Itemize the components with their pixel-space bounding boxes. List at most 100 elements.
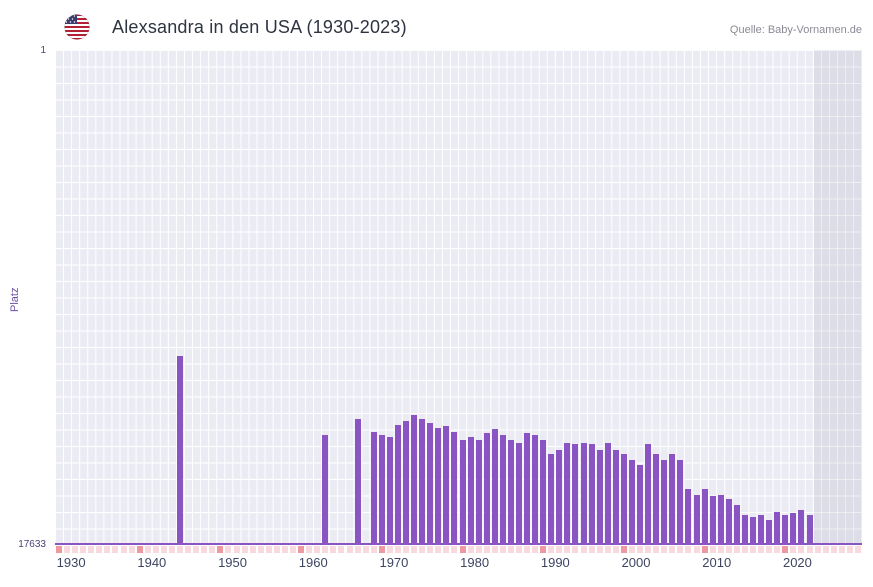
no-data-marker <box>677 546 684 553</box>
no-data-marker <box>168 546 175 553</box>
bar-2004[interactable] <box>669 454 676 545</box>
bar-2009[interactable] <box>709 496 716 545</box>
bar-1970[interactable] <box>394 424 401 545</box>
bar-1991[interactable] <box>564 443 571 545</box>
bar-1999[interactable] <box>628 459 635 545</box>
no-data-marker <box>96 546 103 553</box>
no-data-marker <box>322 546 329 553</box>
no-data-marker <box>798 546 805 553</box>
bar-1968[interactable] <box>378 434 385 545</box>
bar-1992[interactable] <box>572 444 579 545</box>
no-data-marker <box>596 546 603 553</box>
no-data-marker <box>491 546 498 553</box>
no-data-marker <box>661 546 668 553</box>
bar-2008[interactable] <box>701 489 708 545</box>
bar-1985[interactable] <box>515 443 522 545</box>
no-data-marker-dark <box>56 546 62 553</box>
bar-1983[interactable] <box>499 434 506 545</box>
bar-2017[interactable] <box>774 511 781 545</box>
bar-1997[interactable] <box>612 450 619 545</box>
no-data-marker <box>249 546 256 553</box>
bar-1981[interactable] <box>483 433 490 545</box>
bar-1976[interactable] <box>443 426 450 545</box>
no-data-band <box>813 50 862 545</box>
bar-1967[interactable] <box>370 431 377 545</box>
no-data-marker <box>330 546 337 553</box>
bar-1993[interactable] <box>580 443 587 545</box>
no-data-marker <box>394 546 401 553</box>
page-title: Alexsandra in den USA (1930-2023) <box>112 16 407 37</box>
bar-2000[interactable] <box>637 465 644 545</box>
bar-2007[interactable] <box>693 494 700 545</box>
bar-1973[interactable] <box>419 419 426 545</box>
bar-2012[interactable] <box>733 504 740 545</box>
bar-1943[interactable] <box>177 355 184 545</box>
bar-1989[interactable] <box>548 454 555 545</box>
bar-1996[interactable] <box>604 443 611 545</box>
bar-1986[interactable] <box>524 433 531 545</box>
no-data-marker <box>733 546 740 553</box>
no-data-marker <box>306 546 313 553</box>
bar-1995[interactable] <box>596 450 603 545</box>
x-tick-2010: 2010 <box>702 555 732 570</box>
no-data-marker <box>548 546 555 553</box>
bar-2006[interactable] <box>685 489 692 545</box>
bar-2001[interactable] <box>645 444 652 545</box>
bar-1988[interactable] <box>540 440 547 545</box>
bar-2002[interactable] <box>653 454 660 545</box>
no-data-marker <box>346 546 353 553</box>
bar-2010[interactable] <box>717 494 724 545</box>
bar-1977[interactable] <box>451 431 458 545</box>
bar-2015[interactable] <box>758 514 765 545</box>
no-data-marker <box>233 546 240 553</box>
no-data-marker <box>612 546 619 553</box>
no-data-marker <box>572 546 579 553</box>
bar-2019[interactable] <box>790 513 797 545</box>
bar-2020[interactable] <box>798 510 805 545</box>
no-data-marker <box>80 546 87 553</box>
bar-2013[interactable] <box>741 514 748 545</box>
x-axis-line <box>55 543 862 545</box>
bar-2011[interactable] <box>725 499 732 545</box>
bar-1972[interactable] <box>411 414 418 545</box>
bar-1961[interactable] <box>322 434 329 545</box>
bar-1975[interactable] <box>435 427 442 545</box>
no-data-marker <box>338 546 345 553</box>
bar-1994[interactable] <box>588 444 595 545</box>
bar-2021[interactable] <box>806 514 813 545</box>
bar-1965[interactable] <box>354 419 361 545</box>
bar-1998[interactable] <box>620 454 627 545</box>
no-data-marker <box>185 546 192 553</box>
bar-2005[interactable] <box>677 459 684 545</box>
no-data-marker <box>766 546 773 553</box>
bar-1987[interactable] <box>532 434 539 545</box>
bar-1974[interactable] <box>427 423 434 545</box>
no-data-marker-dark <box>378 546 385 553</box>
no-data-marker-dark <box>459 546 466 553</box>
bar-1990[interactable] <box>556 450 563 545</box>
bar-1971[interactable] <box>403 420 409 545</box>
no-data-marker <box>193 546 200 553</box>
bar-2003[interactable] <box>661 459 668 545</box>
no-data-marker <box>419 546 426 553</box>
bar-1982[interactable] <box>491 428 498 545</box>
bar-2014[interactable] <box>750 517 757 545</box>
bar-1980[interactable] <box>475 440 482 545</box>
x-tick-1930: 1930 <box>56 555 86 570</box>
bar-1984[interactable] <box>507 440 514 545</box>
x-tick-1980: 1980 <box>460 555 490 570</box>
x-axis-ticks: 1930 1940 1950 1960 1970 1980 1990 2000 2010 2020 <box>55 555 862 573</box>
no-data-marker <box>628 546 635 553</box>
no-data-marker <box>588 546 595 553</box>
no-data-marker <box>290 546 297 553</box>
no-data-marker <box>257 546 264 553</box>
bar-2016[interactable] <box>766 520 773 545</box>
bar-2018[interactable] <box>782 514 789 545</box>
no-data-marker <box>128 546 135 553</box>
bar-1969[interactable] <box>386 437 393 545</box>
bar-1978[interactable] <box>459 440 466 545</box>
x-tick-1950: 1950 <box>218 555 247 570</box>
no-data-marker <box>685 546 692 553</box>
bar-1979[interactable] <box>467 437 474 545</box>
no-data-marker <box>403 546 409 553</box>
